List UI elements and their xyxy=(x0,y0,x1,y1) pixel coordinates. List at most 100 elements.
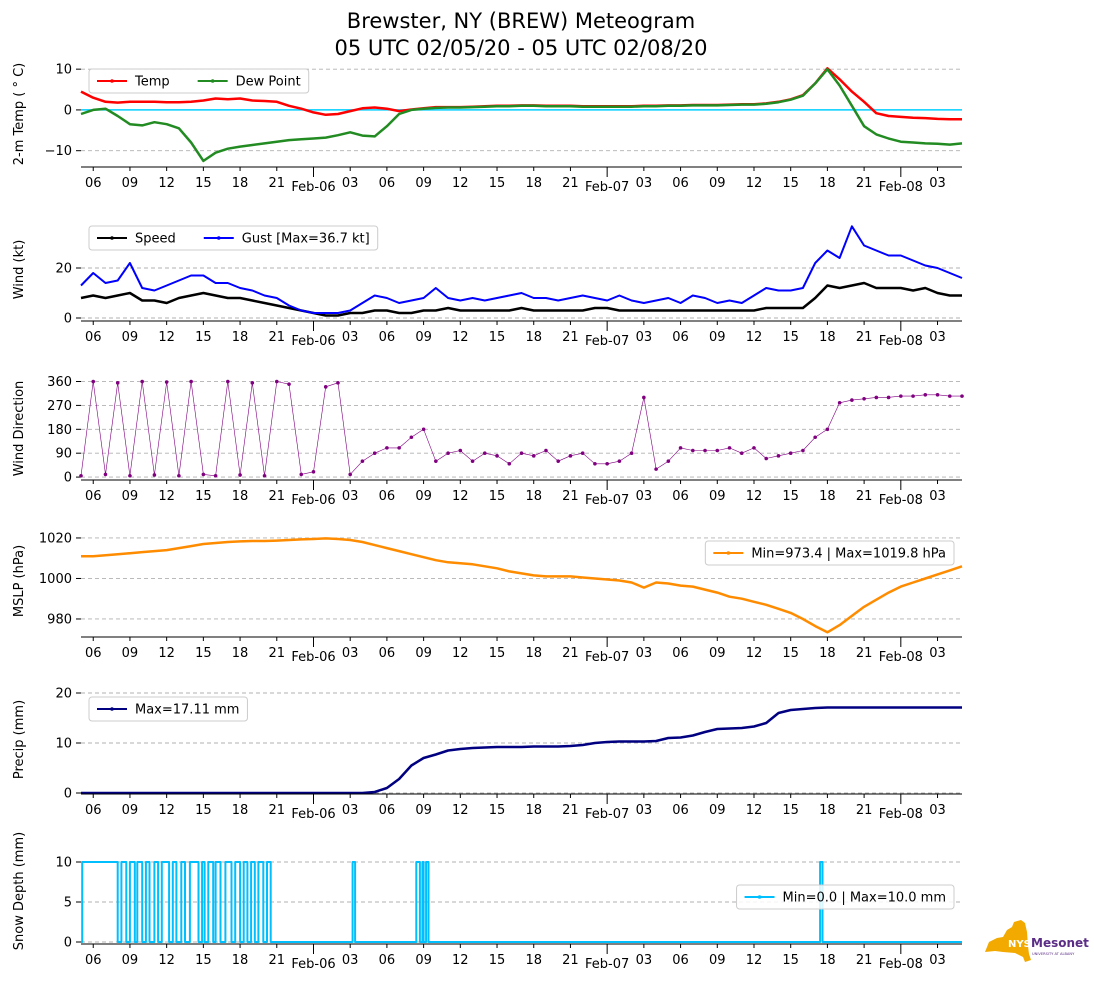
x-tick-label: 03 xyxy=(636,330,653,345)
x-tick-label: 21 xyxy=(856,953,873,968)
data-point xyxy=(813,435,817,440)
x-date-label: Feb-06 xyxy=(291,180,335,195)
data-point xyxy=(372,451,377,455)
x-tick-label: 09 xyxy=(709,176,726,191)
data-point xyxy=(862,396,866,401)
data-point xyxy=(311,469,316,474)
x-tick-label: 06 xyxy=(672,953,689,968)
data-point xyxy=(115,381,120,385)
x-tick-label: 12 xyxy=(452,489,469,504)
x-tick-label: 09 xyxy=(415,646,432,661)
data-point xyxy=(837,400,842,405)
x-tick-label: 15 xyxy=(782,953,799,968)
x-tick-label: 09 xyxy=(709,330,726,345)
x-date-label: Feb-07 xyxy=(585,957,629,972)
x-tick-label: 18 xyxy=(819,489,836,504)
legend-marker-icon xyxy=(757,895,762,899)
data-point xyxy=(556,459,561,463)
data-point xyxy=(801,448,805,453)
x-tick-label: 18 xyxy=(819,646,836,661)
x-tick-label: 03 xyxy=(342,646,359,661)
legend-marker-icon xyxy=(110,707,114,711)
y-tick-label: 0 xyxy=(64,471,72,486)
y-tick-label: 20 xyxy=(55,687,72,702)
x-tick-label: 12 xyxy=(158,489,175,504)
x-tick-label: 03 xyxy=(636,953,653,968)
x-tick-label: 21 xyxy=(269,953,286,968)
data-point xyxy=(874,395,879,400)
data-point xyxy=(140,379,144,384)
panel-wind: 0 20 Wind (kt) 06 09 12 15 18 21 03 06 09 12 15 18 21 03… xyxy=(12,225,963,349)
nys-mesonet-logo: NYS Mesonet UNIVERSITY AT ALBANY xyxy=(985,920,1089,962)
data-point xyxy=(935,392,940,397)
data-point xyxy=(850,398,854,402)
x-tick-label: 15 xyxy=(782,646,799,661)
x-tick-label: 15 xyxy=(195,803,212,818)
data-point xyxy=(519,451,524,455)
logo-university: UNIVERSITY AT ALBANY xyxy=(1032,952,1075,956)
x-tick-label: 15 xyxy=(195,176,212,191)
x-tick-label: 21 xyxy=(856,803,873,818)
data-point xyxy=(262,473,267,478)
x-tick-label: 09 xyxy=(122,489,139,504)
data-point xyxy=(91,379,96,384)
legend-marker-icon xyxy=(216,236,221,240)
data-point xyxy=(495,454,499,458)
data-point xyxy=(336,381,340,385)
x-tick-label: 12 xyxy=(158,330,175,345)
x-tick-label: 18 xyxy=(525,953,542,968)
x-tick-label: 15 xyxy=(489,330,506,345)
x-tick-label: 12 xyxy=(746,176,763,191)
legend: Speed Gust [Max=36.7 kt] xyxy=(88,225,379,251)
x-tick-label: 15 xyxy=(195,489,212,504)
data-point xyxy=(397,446,401,450)
legend-entry: Speed xyxy=(97,232,176,247)
data-point xyxy=(458,448,463,453)
data-point xyxy=(788,451,793,455)
x-tick-label: 15 xyxy=(782,803,799,818)
legend-entry: Temp xyxy=(97,75,170,90)
x-tick-label: 18 xyxy=(819,803,836,818)
legend-marker-icon xyxy=(110,79,114,83)
legend: Temp Dew Point xyxy=(88,68,310,94)
x-tick-label: 21 xyxy=(269,803,286,818)
ny-state-shape-icon xyxy=(985,920,1031,962)
x-tick-label: 09 xyxy=(709,646,726,661)
data-point xyxy=(434,459,438,463)
x-tick-label: 18 xyxy=(232,953,249,968)
x-tick-label: 12 xyxy=(746,330,763,345)
x-date-label: Feb-08 xyxy=(879,650,923,665)
x-tick-label: 06 xyxy=(672,489,689,504)
y-axis-label: MSLP (hPa) xyxy=(12,545,27,617)
data-point xyxy=(678,446,683,450)
legend: Max=17.11 mm xyxy=(88,696,248,722)
y-axis-label: Snow Depth (mm) xyxy=(12,832,27,950)
data-point xyxy=(470,459,475,463)
x-tick-label: 21 xyxy=(269,646,286,661)
y-axis-label: Precip (mm) xyxy=(12,700,27,779)
x-tick-label: 03 xyxy=(342,489,359,504)
x-tick-label: 09 xyxy=(415,330,432,345)
logo-nys: NYS xyxy=(1008,939,1031,950)
x-tick-label: 09 xyxy=(709,489,726,504)
legend-label: Speed xyxy=(135,232,176,247)
panel-snow: 0 5 10 Snow Depth (mm) 06 09 12 15 18 21 03 06 09 12 1… xyxy=(12,832,962,972)
x-tick-label: 09 xyxy=(122,953,139,968)
x-tick-label: 03 xyxy=(929,330,946,345)
x-tick-label: 18 xyxy=(232,330,249,345)
data-point xyxy=(213,473,218,478)
x-tick-label: 06 xyxy=(672,176,689,191)
x-tick-label: 03 xyxy=(636,176,653,191)
y-tick-label: 0 xyxy=(64,312,72,327)
series-line-min=0.0 xyxy=(81,861,962,943)
data-point xyxy=(911,394,915,398)
x-tick-label: 21 xyxy=(562,803,579,818)
x-tick-label: 15 xyxy=(195,646,212,661)
x-tick-label: 06 xyxy=(672,330,689,345)
y-axis-label: 2-m Temp ( ° C) xyxy=(12,63,27,166)
x-tick-label: 21 xyxy=(269,489,286,504)
x-tick-label: 12 xyxy=(746,953,763,968)
data-point xyxy=(752,446,756,450)
y-tick-label: 360 xyxy=(47,375,72,390)
